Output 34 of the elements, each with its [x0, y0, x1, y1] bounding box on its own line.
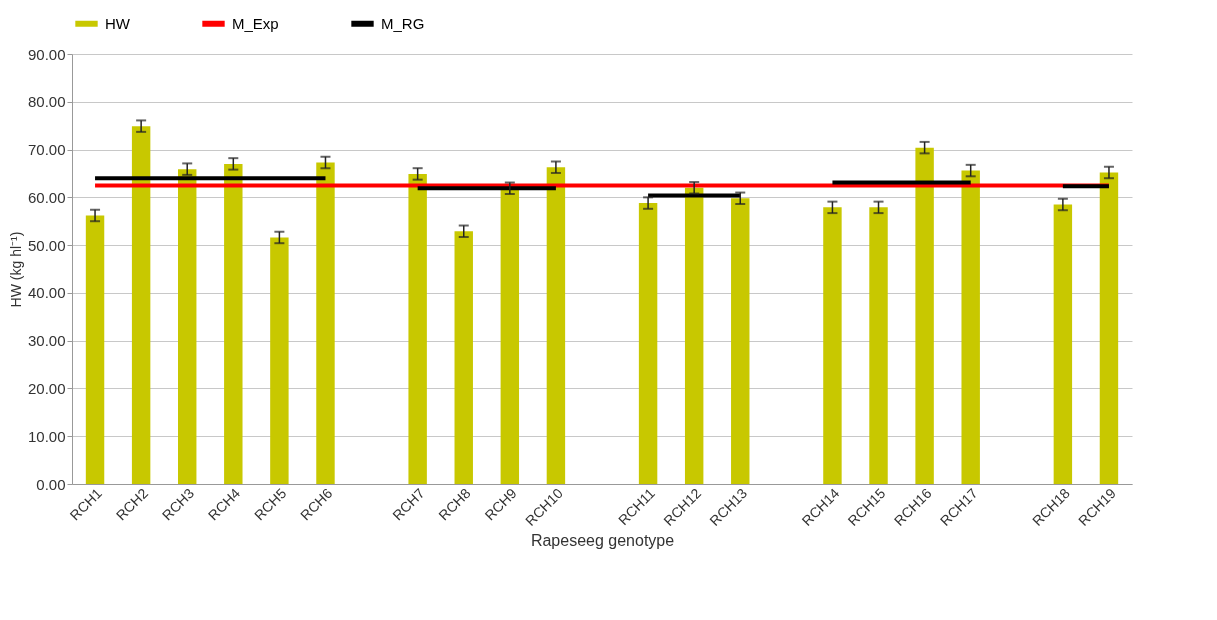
bar	[869, 207, 888, 484]
bar	[915, 147, 934, 484]
bar	[270, 237, 289, 484]
bar	[408, 173, 427, 484]
y-tick-label: 30.00	[27, 332, 66, 350]
y-tick-label: 60.00	[27, 188, 66, 206]
bar	[823, 207, 842, 484]
bar	[731, 198, 750, 484]
bar	[546, 167, 566, 484]
bar	[1053, 204, 1073, 484]
y-tick-label: 20.00	[27, 379, 66, 397]
bar	[85, 215, 105, 484]
legend-label: M_Exp	[232, 14, 279, 32]
bar	[316, 162, 335, 484]
y-tick-label: 50.00	[27, 236, 66, 254]
y-tick-label: 70.00	[27, 141, 66, 159]
y-axis-title: HW (kg hl⁻¹)	[7, 231, 24, 308]
x-axis-title: Rapeseeg genotype	[530, 531, 675, 549]
bar	[500, 188, 520, 484]
bar	[178, 169, 197, 484]
bar	[1099, 172, 1119, 484]
bar	[131, 126, 151, 484]
bar	[638, 203, 658, 484]
y-tick-label: 0.00	[36, 475, 66, 493]
legend-label: M_RG	[381, 14, 425, 32]
y-tick-label: 40.00	[27, 284, 66, 302]
y-tick-label: 80.00	[27, 93, 66, 111]
bar	[454, 231, 473, 484]
bar	[684, 187, 704, 484]
legend-label: HW	[105, 14, 131, 32]
bar	[961, 170, 980, 484]
y-tick-label: 90.00	[27, 45, 66, 63]
bar	[224, 163, 243, 484]
y-tick-label: 10.00	[27, 427, 66, 445]
